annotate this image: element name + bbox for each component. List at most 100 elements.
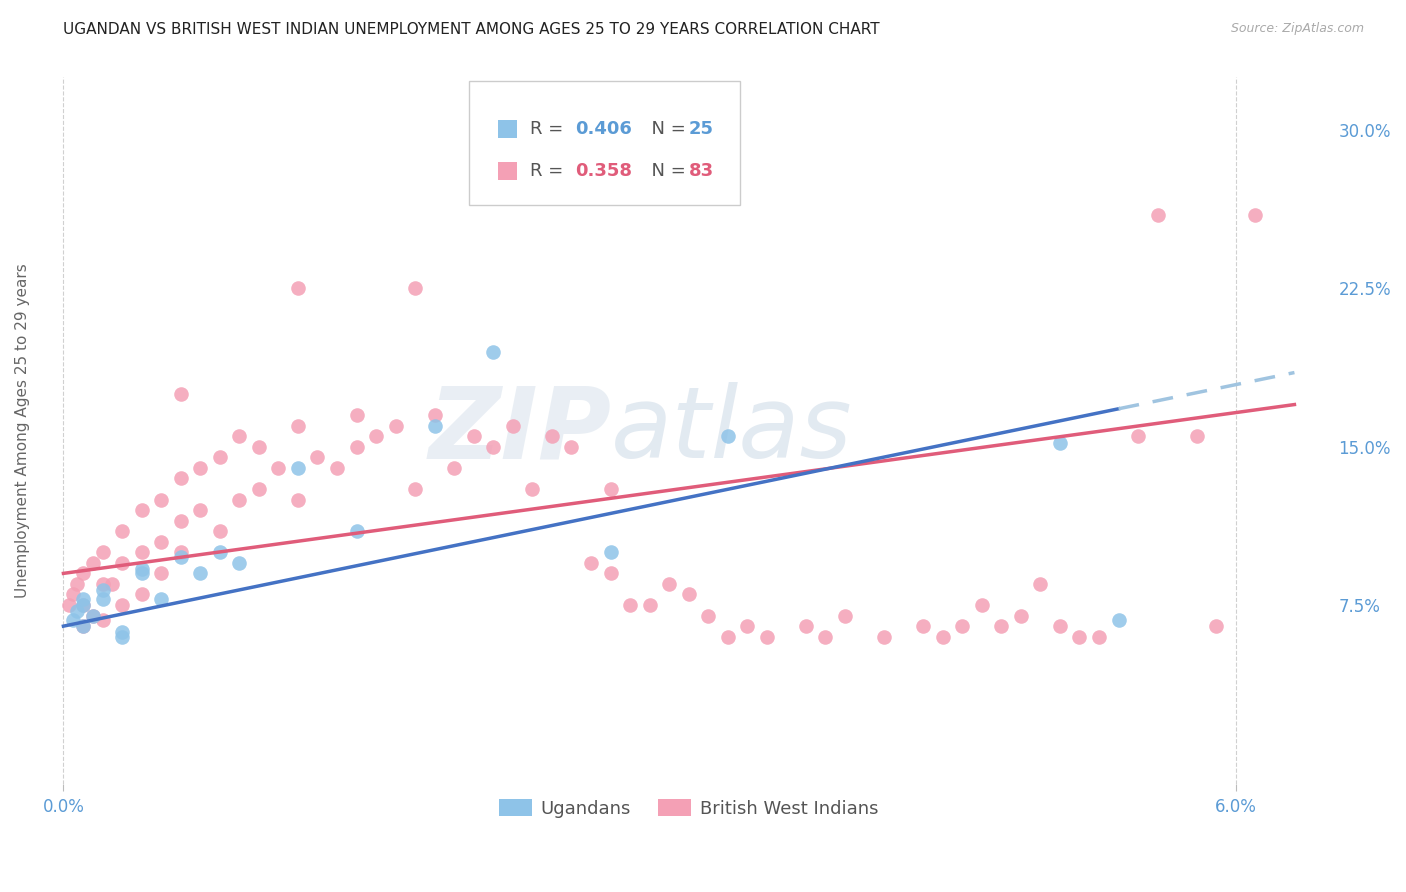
Point — [58, 598, 80, 612]
Point — [247, 440, 270, 454]
Point — [62, 587, 84, 601]
Point — [1049, 619, 1071, 633]
Point — [131, 587, 153, 601]
Point — [66, 577, 89, 591]
Point — [91, 577, 114, 591]
Point — [404, 281, 426, 295]
Point — [62, 613, 84, 627]
Text: N =: N = — [640, 162, 692, 180]
Point — [1029, 577, 1052, 591]
Point — [678, 587, 700, 601]
Point — [1244, 208, 1267, 222]
Point — [150, 591, 173, 606]
Point — [169, 549, 191, 564]
Point — [72, 619, 94, 633]
Point — [697, 608, 720, 623]
Text: R =: R = — [530, 162, 569, 180]
Point — [717, 630, 740, 644]
Y-axis label: Unemployment Among Ages 25 to 29 years: Unemployment Among Ages 25 to 29 years — [15, 263, 30, 599]
FancyBboxPatch shape — [498, 162, 517, 180]
Point — [541, 429, 564, 443]
Text: ZIP: ZIP — [429, 383, 612, 479]
Point — [91, 583, 114, 598]
Point — [1049, 435, 1071, 450]
Point — [599, 545, 621, 559]
Point — [247, 482, 270, 496]
Point — [364, 429, 387, 443]
Point — [482, 440, 505, 454]
Point — [72, 591, 94, 606]
Point — [82, 556, 104, 570]
Point — [72, 598, 94, 612]
Point — [169, 471, 191, 485]
Point — [522, 482, 544, 496]
Point — [579, 556, 602, 570]
Text: N =: N = — [640, 120, 692, 137]
Point — [502, 418, 524, 433]
Point — [658, 577, 681, 591]
Point — [931, 630, 953, 644]
Point — [873, 630, 896, 644]
Point — [404, 482, 426, 496]
Text: 25: 25 — [689, 120, 714, 137]
Point — [384, 418, 406, 433]
Point — [228, 429, 250, 443]
Point — [814, 630, 837, 644]
Point — [287, 418, 309, 433]
Point — [111, 630, 134, 644]
Point — [82, 608, 104, 623]
Point — [150, 534, 173, 549]
Text: UGANDAN VS BRITISH WEST INDIAN UNEMPLOYMENT AMONG AGES 25 TO 29 YEARS CORRELATIO: UGANDAN VS BRITISH WEST INDIAN UNEMPLOYM… — [63, 22, 880, 37]
Point — [599, 566, 621, 581]
Text: 0.358: 0.358 — [575, 162, 633, 180]
Point — [208, 450, 231, 465]
Point — [423, 408, 446, 422]
Point — [131, 545, 153, 559]
Point — [717, 429, 740, 443]
Point — [599, 482, 621, 496]
FancyBboxPatch shape — [470, 81, 741, 204]
Point — [970, 598, 993, 612]
Text: 83: 83 — [689, 162, 714, 180]
Point — [1185, 429, 1208, 443]
Point — [267, 461, 290, 475]
Point — [91, 613, 114, 627]
Point — [188, 566, 211, 581]
Point — [1108, 613, 1130, 627]
Point — [111, 598, 134, 612]
Point — [560, 440, 582, 454]
Point — [150, 492, 173, 507]
Point — [463, 429, 485, 443]
Point — [287, 492, 309, 507]
Point — [482, 344, 505, 359]
Point — [131, 503, 153, 517]
Point — [66, 604, 89, 618]
Legend: Ugandans, British West Indians: Ugandans, British West Indians — [492, 792, 886, 825]
Point — [834, 608, 856, 623]
Point — [91, 591, 114, 606]
Point — [228, 556, 250, 570]
Point — [287, 461, 309, 475]
Point — [131, 566, 153, 581]
Point — [150, 566, 173, 581]
Point — [287, 281, 309, 295]
Point — [1146, 208, 1168, 222]
Point — [131, 562, 153, 576]
Point — [619, 598, 641, 612]
Point — [346, 408, 368, 422]
Point — [423, 418, 446, 433]
Point — [228, 492, 250, 507]
Point — [346, 524, 368, 538]
Point — [188, 503, 211, 517]
Point — [111, 524, 134, 538]
Text: Source: ZipAtlas.com: Source: ZipAtlas.com — [1230, 22, 1364, 36]
Point — [169, 387, 191, 401]
Point — [111, 625, 134, 640]
Point — [82, 608, 104, 623]
Point — [111, 556, 134, 570]
FancyBboxPatch shape — [498, 120, 517, 137]
Point — [91, 545, 114, 559]
Point — [1126, 429, 1149, 443]
Point — [101, 577, 124, 591]
Point — [1088, 630, 1111, 644]
